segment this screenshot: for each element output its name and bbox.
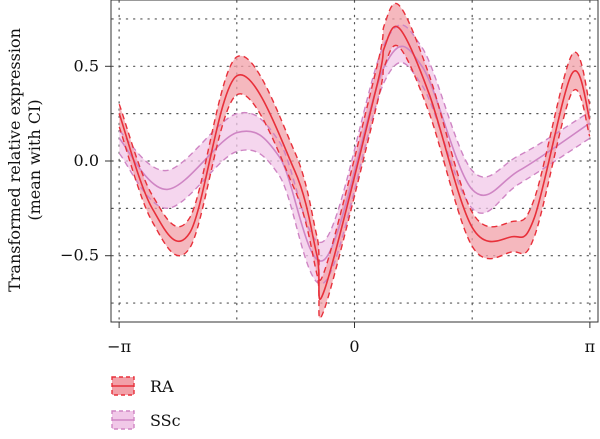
ci-lower-ra [118, 44, 591, 319]
y-tick-label-0: −0.5 [60, 246, 99, 265]
x-tick-label-2: π [585, 337, 596, 356]
ci-upper-ra [118, 2, 591, 281]
x-axis: −π 0 π [107, 322, 595, 356]
y-tick-label-2: 0.5 [74, 56, 99, 75]
y-tick-label-1: 0.0 [74, 151, 99, 170]
ci-upper-ssc [118, 24, 591, 244]
y-axis-title-line1: Transformed relative expression [5, 28, 24, 292]
legend: RA SSc [111, 376, 181, 430]
y-axis: −0.5 0.0 0.5 [60, 56, 111, 265]
series-lines [118, 2, 591, 319]
legend-label-ssc: SSc [150, 411, 181, 430]
ci-band-ssc [119, 24, 590, 284]
mean-line-ra [118, 25, 591, 300]
x-tick-label-0: −π [107, 337, 131, 356]
x-tick-label-1: 0 [349, 337, 359, 356]
y-axis-title-line2: (mean with CI) [25, 99, 44, 220]
legend-label-ra: RA [150, 377, 174, 396]
